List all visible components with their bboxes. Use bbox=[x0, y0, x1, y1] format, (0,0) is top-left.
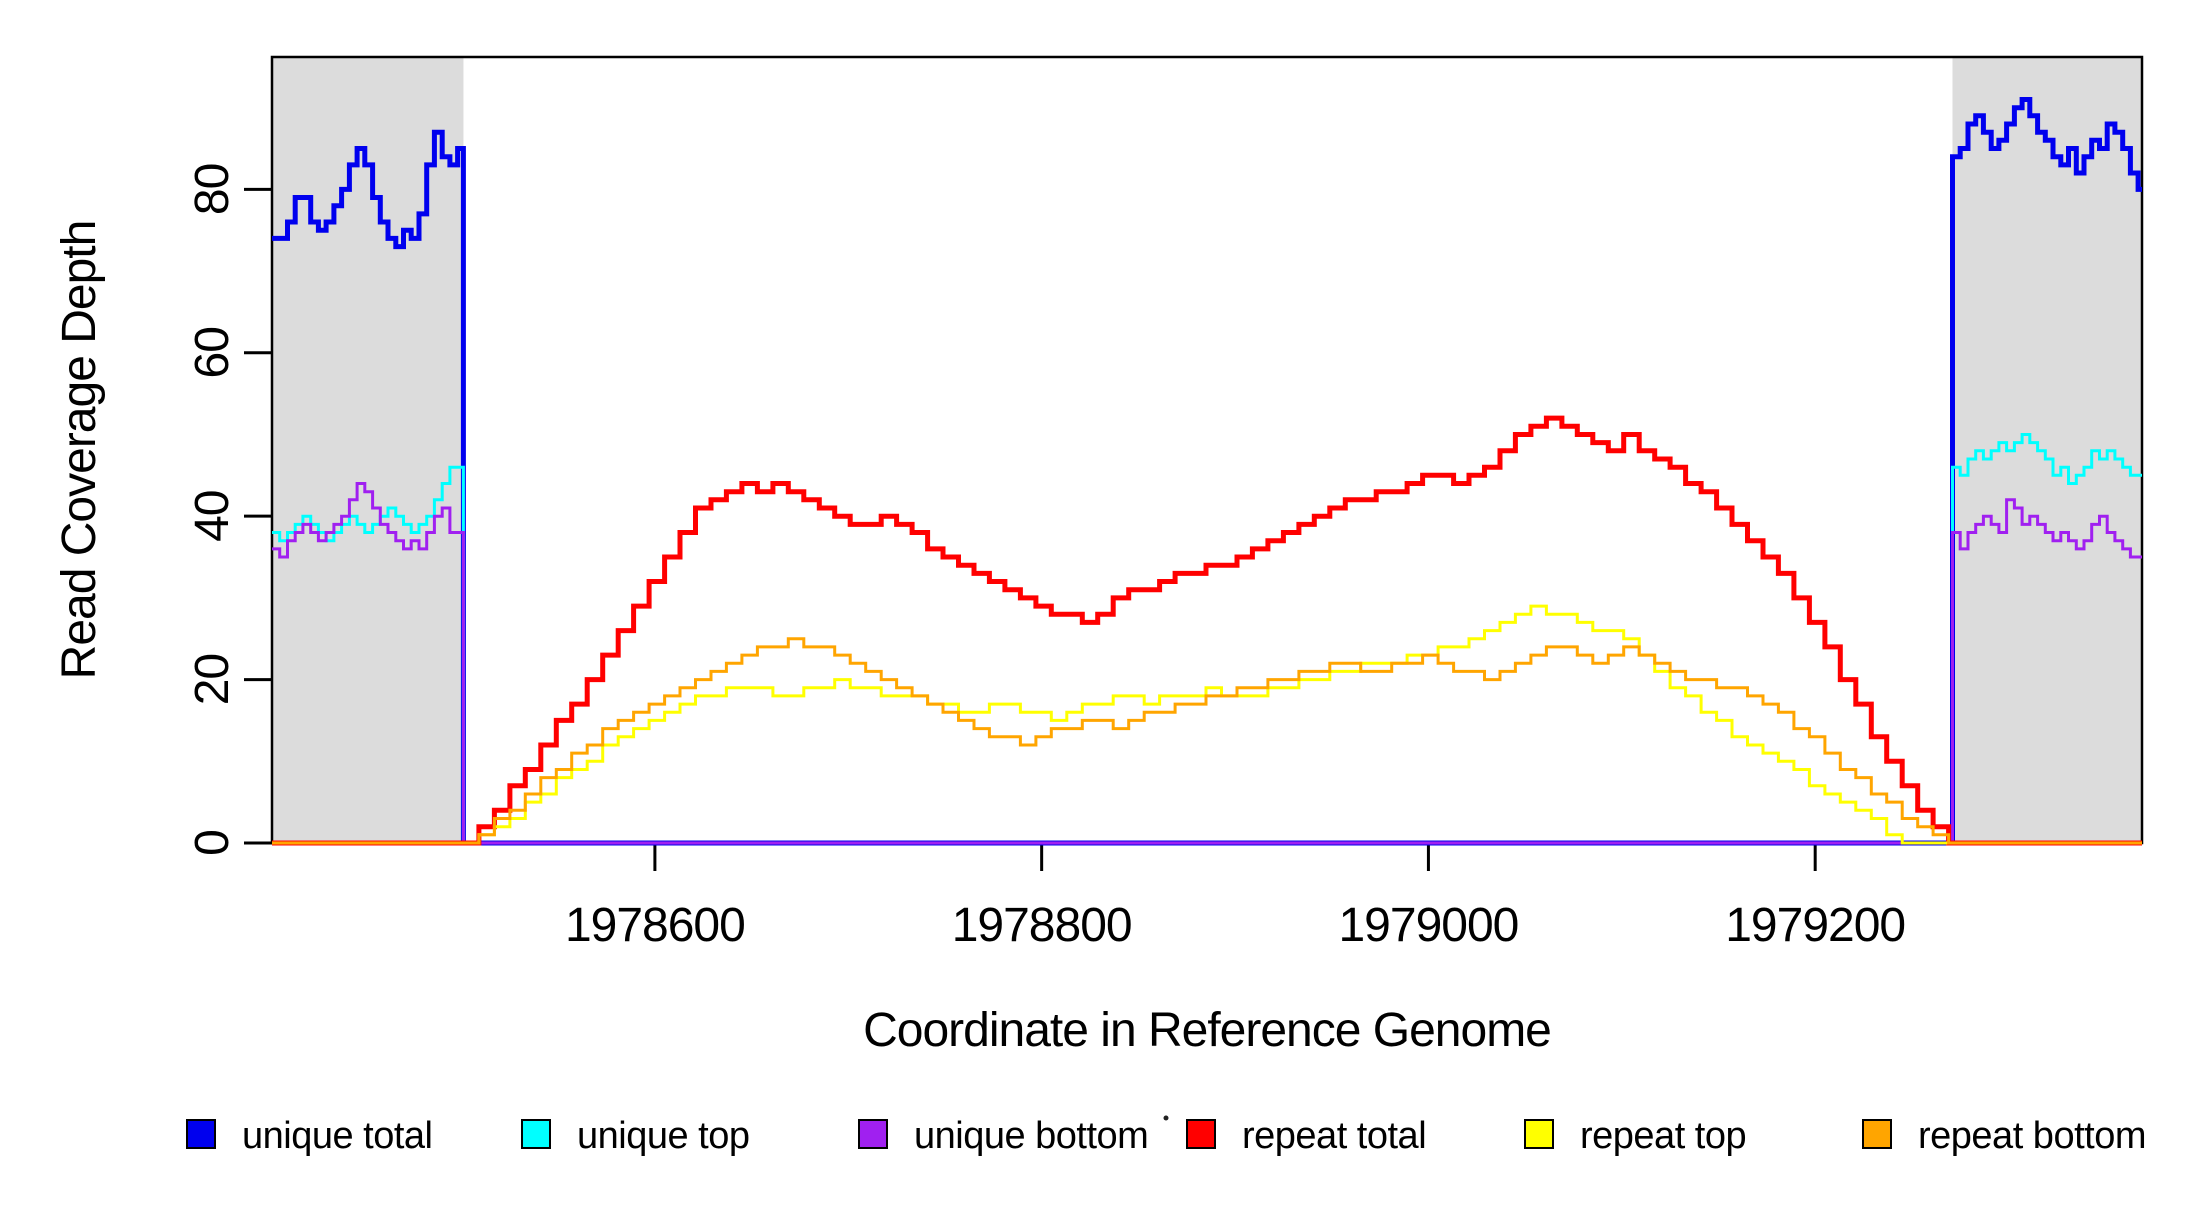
y-tick-label: 0 bbox=[186, 830, 239, 856]
chart-root: 1978600 1978800 1979000 1979200 0 20 40 60 80 uni… bbox=[186, 55, 2146, 1157]
legend-label-repeat-top: repeat top bbox=[1580, 1115, 1746, 1157]
legend-label-unique-total: unique total bbox=[242, 1115, 433, 1157]
series-unique-total-line bbox=[272, 97, 2142, 846]
series-repeat-total-line bbox=[272, 415, 2142, 846]
x-tick-label: 1979000 bbox=[1338, 899, 1518, 952]
legend-swatch-unique-top bbox=[521, 1119, 551, 1149]
legend-label-repeat-bottom: repeat bottom bbox=[1918, 1115, 2146, 1157]
y-tick-label: 80 bbox=[186, 164, 239, 215]
x-tick-label: 1979200 bbox=[1725, 899, 1905, 952]
legend-swatch-repeat-bottom bbox=[1862, 1119, 1892, 1149]
y-tick-label: 40 bbox=[186, 490, 239, 541]
shaded-region-unique-flank-left bbox=[272, 57, 464, 843]
legend-swatch-unique-total bbox=[186, 1119, 216, 1149]
legend-swatch-repeat-top bbox=[1524, 1119, 1554, 1149]
series-unique-bottom-line bbox=[272, 482, 2142, 845]
stray-dot bbox=[1163, 1115, 1169, 1121]
x-axis-title: Coordinate in Reference Genome bbox=[863, 1004, 1551, 1057]
y-tick-label: 60 bbox=[186, 327, 239, 378]
series-unique-top-line bbox=[272, 433, 2142, 845]
x-tick-label: 1978800 bbox=[952, 899, 1132, 952]
legend-swatch-repeat-total bbox=[1186, 1119, 1216, 1149]
y-tick-label: 20 bbox=[186, 654, 239, 705]
legend-swatch-unique-bottom bbox=[858, 1119, 888, 1149]
y-axis-title: Read Coverage Depth bbox=[53, 221, 106, 680]
series-repeat-bottom-line bbox=[272, 637, 2142, 845]
legend-label-unique-top: unique top bbox=[577, 1115, 750, 1157]
legend-label-repeat-total: repeat total bbox=[1242, 1115, 1426, 1157]
legend-label-unique-bottom: unique bottom bbox=[914, 1115, 1148, 1157]
plot-box bbox=[270, 55, 2144, 845]
x-tick-label: 1978600 bbox=[565, 899, 745, 952]
series-repeat-top-line bbox=[272, 604, 2142, 845]
